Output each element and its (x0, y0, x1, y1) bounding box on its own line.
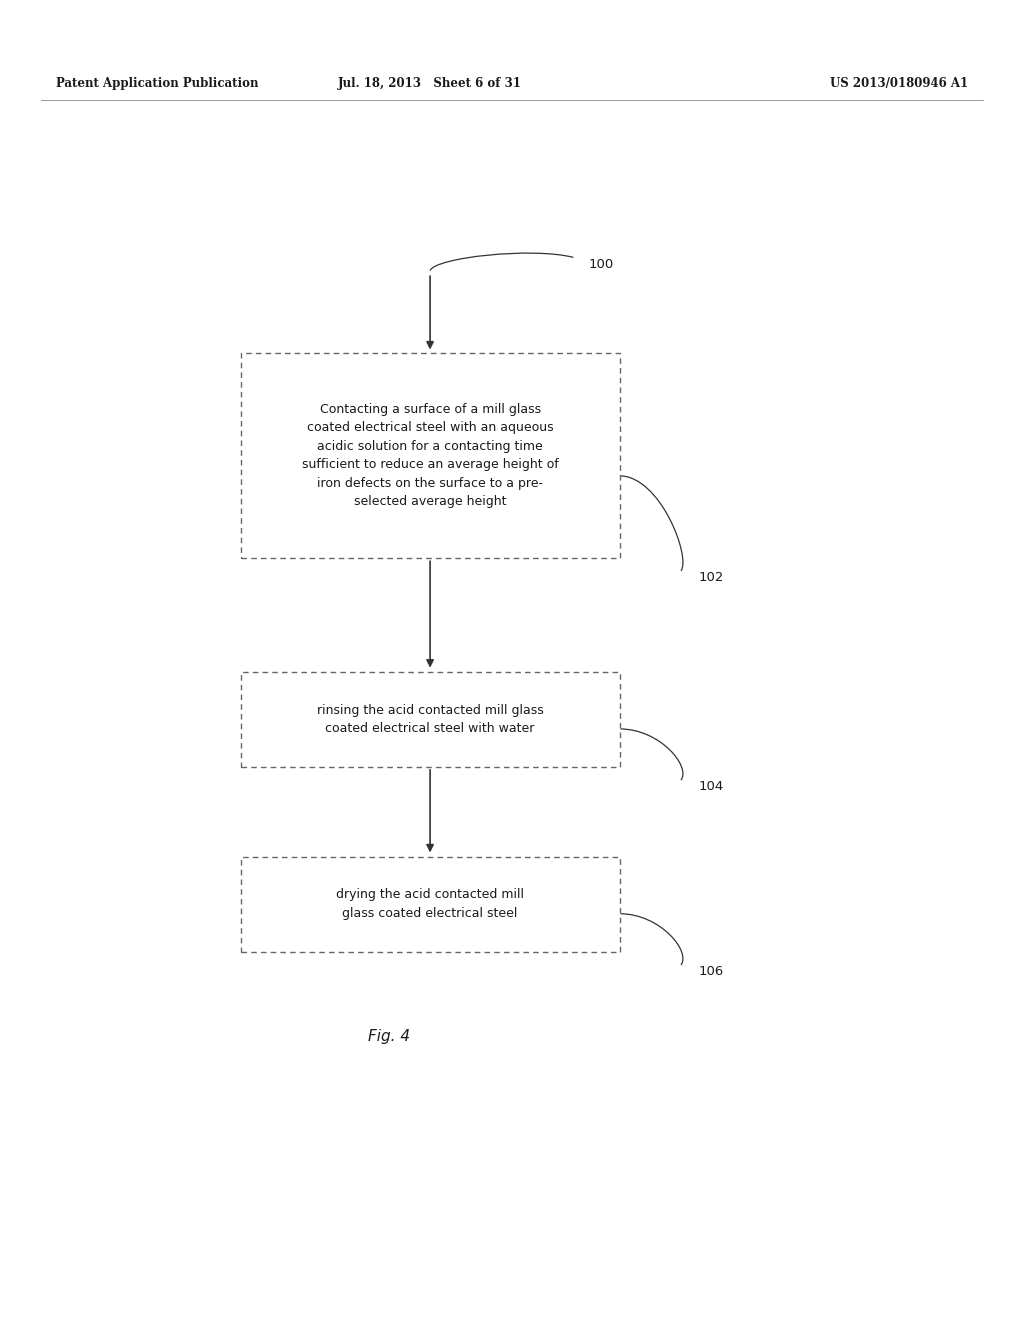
Text: Fig. 4: Fig. 4 (368, 1028, 411, 1044)
Text: 100: 100 (589, 257, 614, 271)
Text: 102: 102 (699, 572, 724, 583)
FancyBboxPatch shape (241, 857, 620, 952)
FancyBboxPatch shape (241, 672, 620, 767)
Text: 106: 106 (699, 965, 724, 978)
Text: Patent Application Publication: Patent Application Publication (56, 77, 259, 90)
Text: 104: 104 (699, 780, 724, 793)
Text: US 2013/0180946 A1: US 2013/0180946 A1 (829, 77, 968, 90)
Text: rinsing the acid contacted mill glass
coated electrical steel with water: rinsing the acid contacted mill glass co… (316, 704, 544, 735)
Text: Contacting a surface of a mill glass
coated electrical steel with an aqueous
aci: Contacting a surface of a mill glass coa… (302, 403, 558, 508)
Text: Jul. 18, 2013   Sheet 6 of 31: Jul. 18, 2013 Sheet 6 of 31 (338, 77, 522, 90)
Text: drying the acid contacted mill
glass coated electrical steel: drying the acid contacted mill glass coa… (336, 888, 524, 920)
FancyBboxPatch shape (241, 352, 620, 557)
